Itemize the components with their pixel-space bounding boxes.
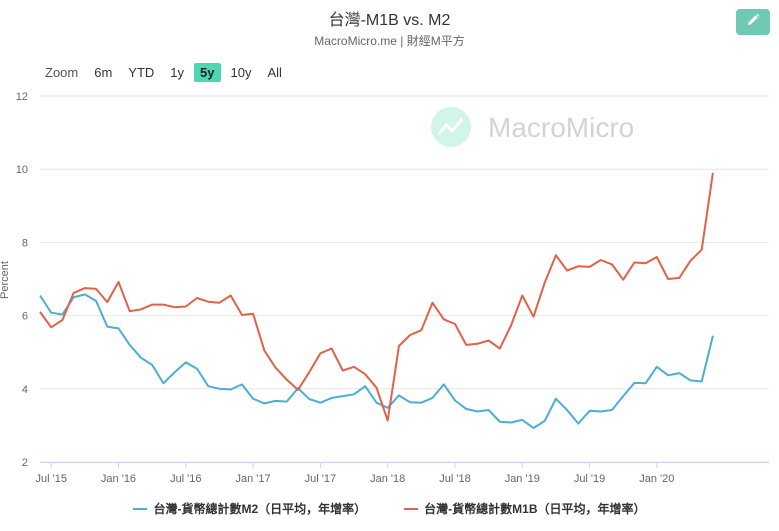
range-button-5y[interactable]: 5y	[194, 62, 221, 82]
range-selector: Zoom 6m YTD 1y 5y 10y All	[45, 61, 292, 83]
series-line-m1b[interactable]	[39, 172, 714, 422]
range-button-all[interactable]: All	[267, 64, 282, 80]
chart-logo-mark	[437, 118, 464, 135]
x-tick-label: Jan '19	[505, 473, 540, 485]
legend-swatch-m2	[133, 507, 148, 510]
legend: 台灣-貨幣總計數M2（日平均，年增率） 台灣-貨幣總計數M1B（日平均，年增率）	[0, 500, 779, 517]
range-button-1y[interactable]: 1y	[170, 64, 185, 80]
x-tick-label: Jul '18	[439, 473, 470, 485]
y-tick-label: 2	[22, 457, 28, 469]
series-lines	[39, 172, 714, 429]
x-tick-label: Jan '20	[639, 473, 674, 485]
chart-logo-icon	[431, 107, 471, 147]
y-tick-label: 12	[16, 91, 28, 103]
legend-item-m1b[interactable]: 台灣-貨幣總計數M1B（日平均，年增率）	[404, 500, 646, 517]
x-tick-label: Jul '19	[574, 473, 605, 485]
pencil-icon	[746, 13, 760, 32]
x-tick-label: Jan '16	[101, 473, 136, 485]
y-tick-label: 6	[22, 311, 28, 323]
edit-button[interactable]	[736, 9, 770, 35]
range-button-ytd[interactable]: YTD	[128, 64, 155, 80]
y-tick-label: 4	[22, 384, 28, 396]
legend-swatch-m1b	[404, 507, 419, 510]
series-line-m2[interactable]	[39, 293, 714, 429]
legend-item-m2[interactable]: 台灣-貨幣總計數M2（日平均，年增率）	[133, 500, 366, 517]
watermark: MacroMicro	[431, 107, 634, 147]
range-button-10y[interactable]: 10y	[230, 64, 252, 80]
x-tick-label: Jul '17	[305, 473, 336, 485]
range-button-6m[interactable]: 6m	[94, 64, 113, 80]
y-tick-label: 10	[16, 164, 28, 176]
line-chart: MacroMicro 2 4 6 8 10 12 Jul '15 Jan '16 Jul '16…	[0, 91, 769, 485]
watermark-text: MacroMicro	[488, 112, 634, 143]
x-tick-label: Jul '15	[35, 473, 66, 485]
y-tick-label: 8	[22, 237, 28, 249]
chart-subtitle: MacroMicro.me | 財經M平方	[314, 34, 465, 48]
y-axis-label: Percent	[0, 261, 11, 299]
x-tick-label: Jan '18	[370, 473, 405, 485]
legend-label-m1b: 台灣-貨幣總計數M1B（日平均，年增率）	[424, 502, 646, 516]
chart-title: 台灣-M1B vs. M2	[328, 12, 451, 29]
axes: 2 4 6 8 10 12 Jul '15 Jan '16 Jul '16 Jan '17 Jul …	[16, 91, 769, 485]
legend-label-m2: 台灣-貨幣總計數M2（日平均，年增率）	[153, 502, 367, 516]
grid-lines	[40, 95, 769, 463]
x-tick-label: Jan '17	[236, 473, 271, 485]
x-tick-label: Jul '16	[170, 473, 201, 485]
zoom-label: Zoom	[45, 64, 79, 80]
